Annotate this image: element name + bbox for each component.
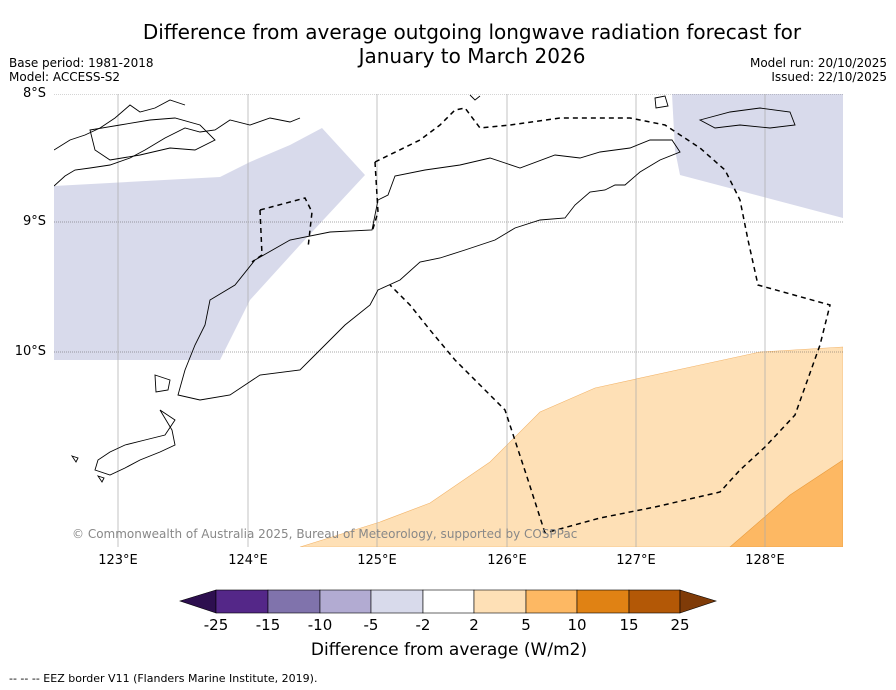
colorbar-segment (525, 589, 578, 614)
colorbar-tick: 5 (521, 616, 531, 634)
colorbar-tick: 2 (469, 616, 479, 634)
colorbar-segment (576, 589, 630, 614)
issued-date: Issued: 22/10/2025 (771, 70, 887, 84)
eez-borders (251, 107, 831, 534)
colorbar-max-arrow (679, 589, 717, 614)
colorbar-tick: 25 (670, 616, 690, 634)
colorbar-segment (319, 589, 372, 614)
strong-positive-anomaly-region (729, 459, 843, 547)
wetar-island (698, 107, 796, 129)
sumba-sabu-coast (94, 409, 176, 476)
colorbar-tick: -25 (203, 616, 229, 634)
lon-label-127e: 127°E (616, 553, 656, 568)
colorbar-tick: -10 (307, 616, 333, 634)
colorbar (179, 589, 717, 614)
model-run: Model run: 20/10/2025 (749, 56, 887, 70)
map-title: Difference from average outgoing longwav… (142, 20, 802, 68)
negative-anomaly-region-east (672, 94, 843, 218)
lat-label-9s: 9°S (22, 214, 46, 229)
colorbar-tick: 15 (619, 616, 639, 634)
colorbar-segment (267, 589, 321, 614)
lat-label-10s: 10°S (14, 344, 46, 359)
alor-island (89, 117, 216, 161)
lat-label-8s: 8°S (22, 86, 46, 101)
copyright-credit: © Commonwealth of Australia 2025, Bureau… (72, 527, 578, 541)
colorbar-segment (422, 589, 475, 614)
lon-label-124e: 124°E (228, 553, 268, 568)
colorbar-tick: 10 (567, 616, 587, 634)
negative-anomaly-region-west (54, 128, 365, 360)
lon-label-128e: 128°E (745, 553, 785, 568)
colorbar-tick: -2 (415, 616, 431, 634)
meta-right: Model run: 20/10/2025 Issued: 22/10/2025 (750, 56, 887, 84)
base-period: Base period: 1981-2018 (9, 56, 154, 70)
map-plot (54, 94, 843, 547)
colorbar-segment (215, 589, 269, 614)
model-name: Model: ACCESS-S2 (9, 70, 121, 84)
timor-island (177, 139, 681, 401)
colorbar-segment (473, 589, 527, 614)
lon-label-125e: 125°E (357, 553, 397, 568)
eez-legend: -- -- -- EEZ border V11 (Flanders Marine… (9, 672, 318, 685)
colorbar-tick: -5 (363, 616, 379, 634)
colorbar-segment (370, 589, 424, 614)
lon-label-126e: 126°E (487, 553, 527, 568)
coastlines (54, 94, 796, 483)
colorbar-tick: -15 (255, 616, 281, 634)
colorbar-min-arrow (179, 589, 217, 614)
wetar-flores-coast (54, 117, 301, 187)
meta-left: Base period: 1981-2018 Model: ACCESS-S2 (9, 56, 154, 84)
positive-anomaly-region (299, 346, 843, 547)
lon-label-123e: 123°E (98, 553, 138, 568)
colorbar-title: Difference from average (W/m2) (310, 640, 588, 660)
colorbar-segment (628, 589, 681, 614)
